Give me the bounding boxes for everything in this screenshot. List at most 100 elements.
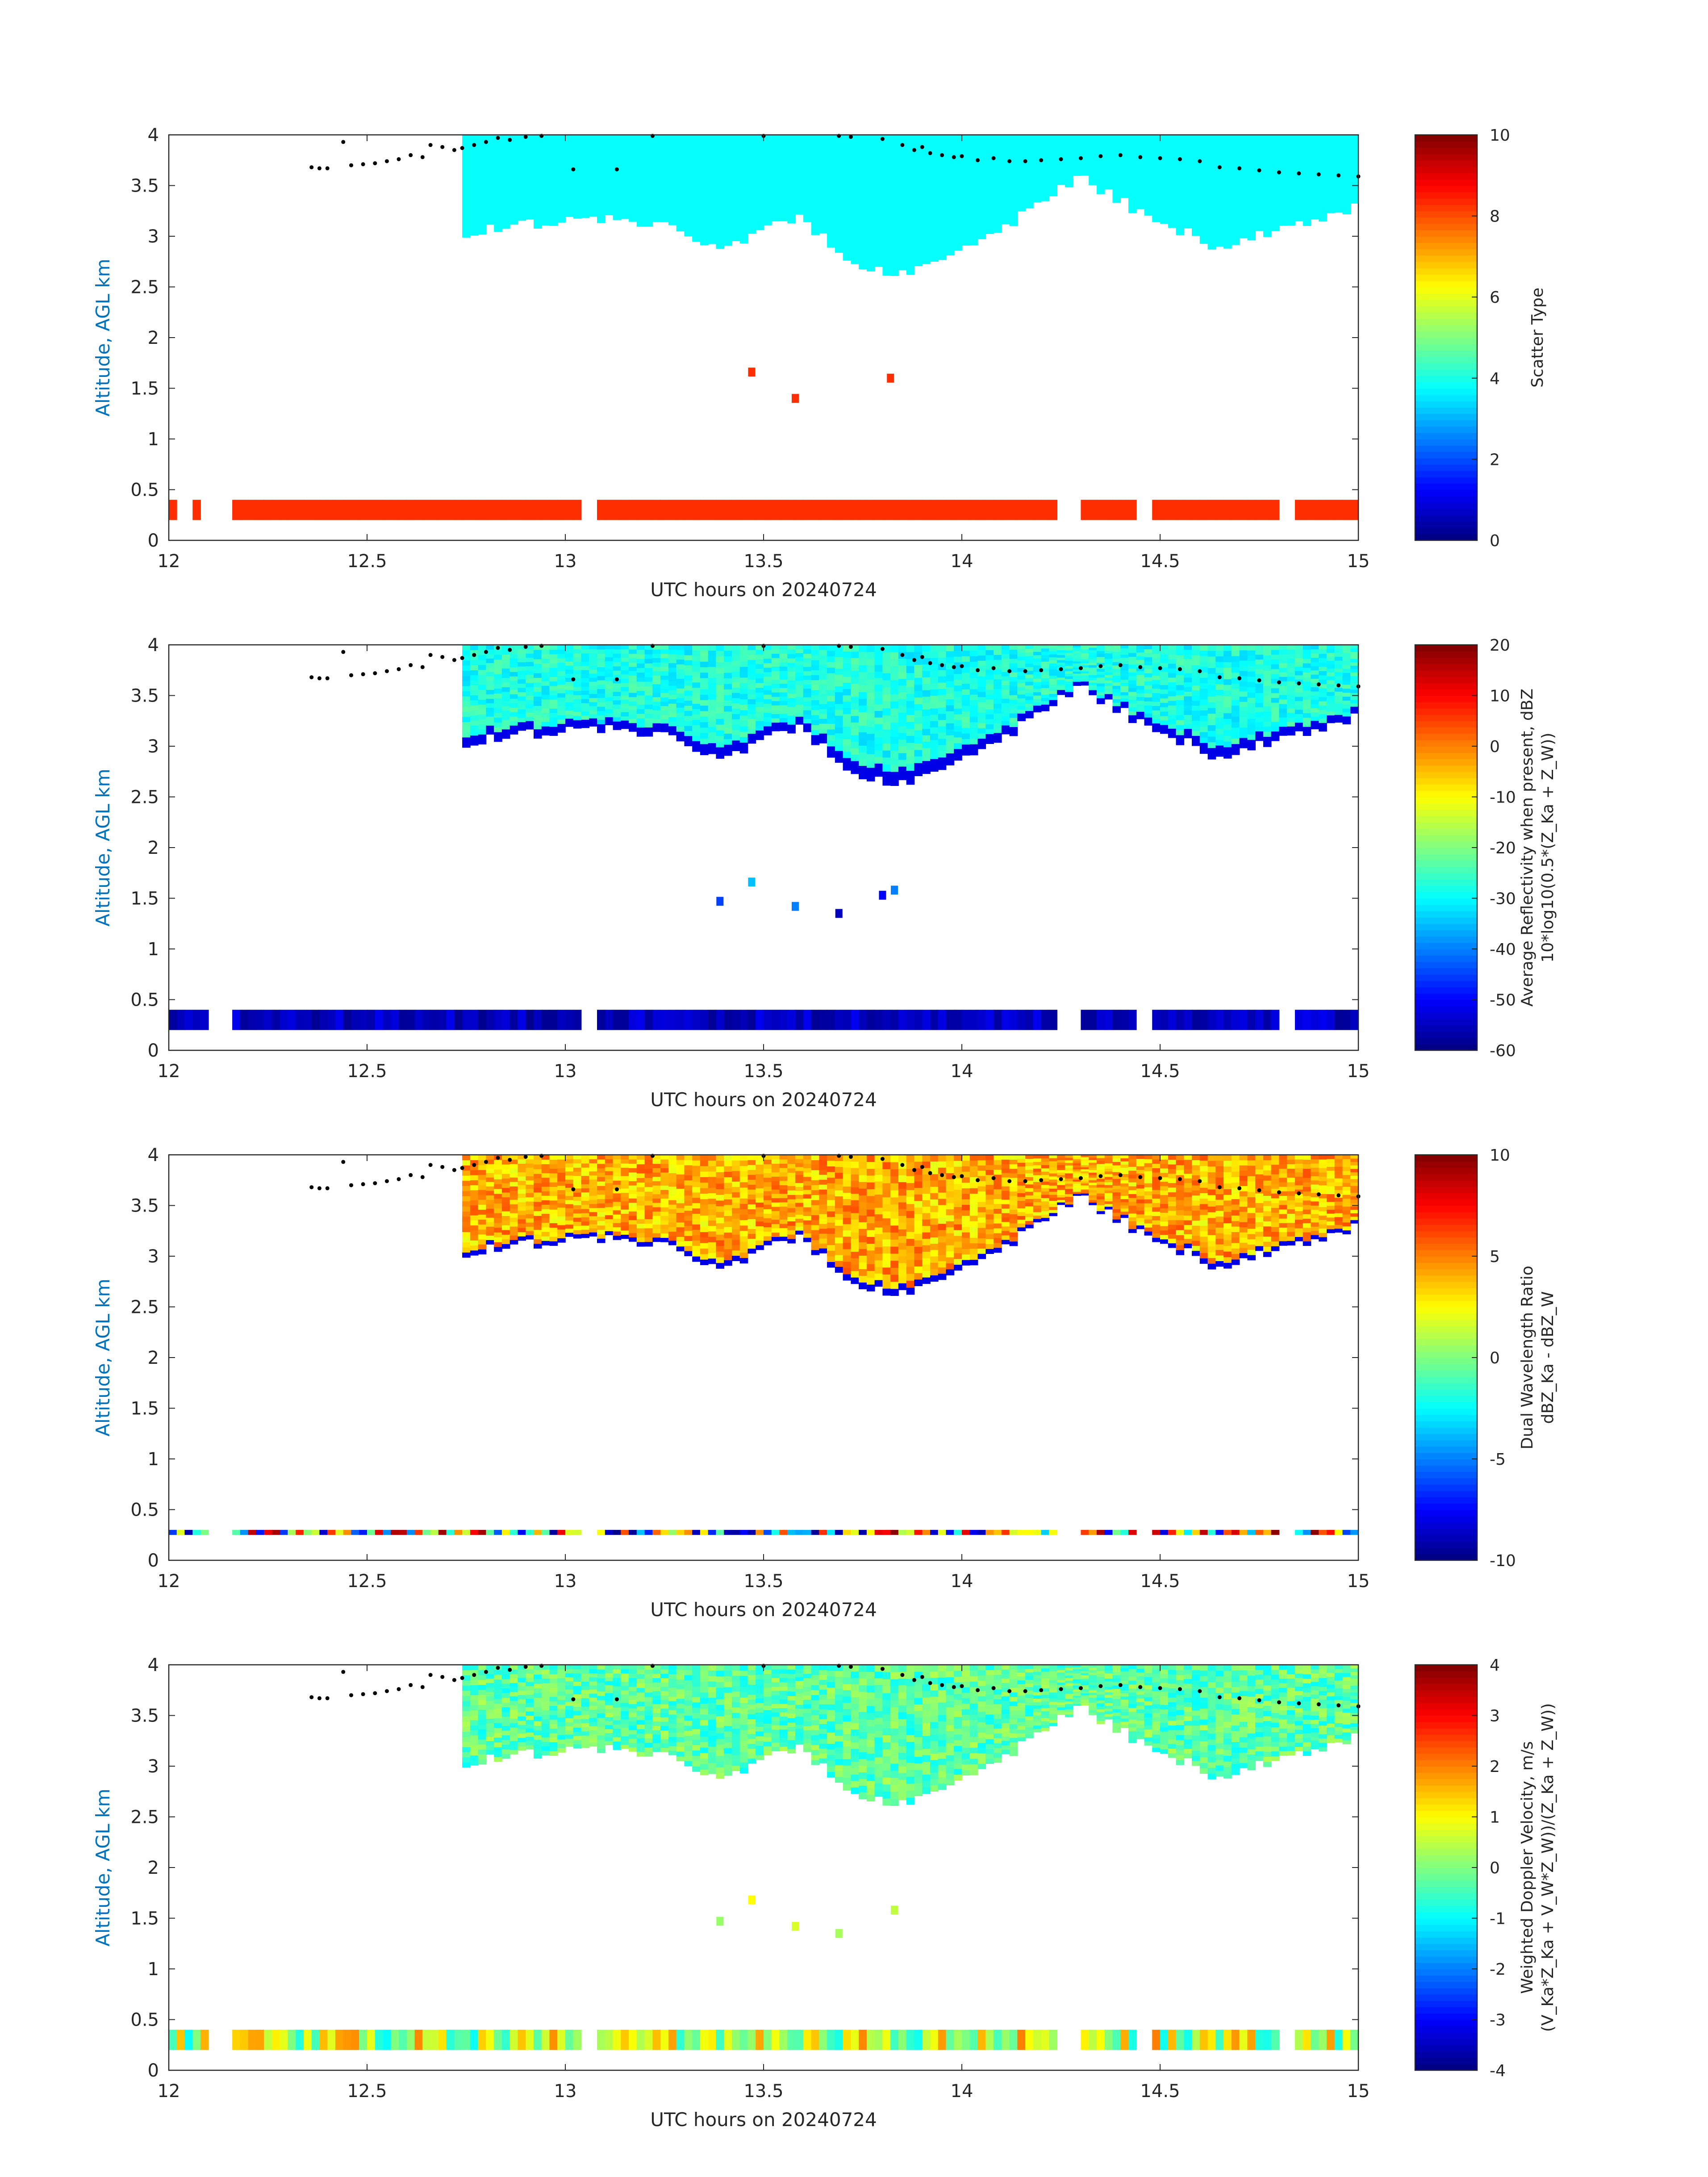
cloud-cell xyxy=(1096,645,1105,648)
cloud-cell xyxy=(1247,666,1256,672)
cloud-cell xyxy=(1168,733,1177,738)
cloud-cell xyxy=(573,653,582,658)
cloud-cell xyxy=(589,184,597,188)
cloud-cell xyxy=(708,721,717,727)
cloud-cell xyxy=(486,649,494,654)
cloud-cell xyxy=(1176,650,1185,656)
cloud-cell xyxy=(890,191,899,199)
cloud-cell xyxy=(1215,751,1224,757)
cloud-cell xyxy=(1255,735,1264,741)
cloud-cell xyxy=(803,662,812,667)
cloud-cell xyxy=(509,197,518,202)
cloud-cell xyxy=(597,693,606,698)
cloud-cell xyxy=(914,723,923,731)
cloud-cell xyxy=(1342,170,1351,175)
cloud-cell xyxy=(890,233,899,241)
cloud-cell xyxy=(827,230,835,237)
cloud-cell xyxy=(1096,164,1105,168)
cloud-cell xyxy=(1033,155,1042,159)
cloud-cell xyxy=(1215,207,1224,213)
cloud-cell xyxy=(565,163,574,168)
cloud-cell xyxy=(549,162,558,167)
cloud-cell xyxy=(977,202,986,208)
cloud-cell xyxy=(700,146,709,152)
cloud-cell xyxy=(1152,693,1161,698)
cloud-cell xyxy=(1057,689,1065,693)
cloud-cell xyxy=(787,698,796,703)
cloud-cell xyxy=(994,727,1002,733)
cloud-cell xyxy=(1311,185,1319,190)
cloud-cell xyxy=(1081,145,1089,147)
cloud-cell xyxy=(1089,167,1097,171)
cloud-cell xyxy=(1120,670,1129,674)
cloud-cell xyxy=(1176,200,1185,205)
cloud-cell xyxy=(581,715,590,720)
cloud-cell xyxy=(962,173,970,180)
cloud-cell xyxy=(1160,724,1169,730)
cloud-cell xyxy=(906,694,915,701)
cloud-cell xyxy=(859,142,867,149)
cloud-cell xyxy=(843,147,852,154)
cloud-cell xyxy=(486,712,494,717)
cloud-cell xyxy=(922,205,931,213)
cloud-cell xyxy=(478,689,487,695)
cloud-cell xyxy=(787,183,796,188)
cloud-cell xyxy=(549,667,558,673)
surface-cell xyxy=(1295,1010,1303,1030)
surface-cell xyxy=(1311,500,1319,520)
cloud-cell xyxy=(986,219,994,224)
cloud-cell xyxy=(1303,731,1311,736)
cloud-cell xyxy=(1350,175,1359,180)
cloud-cell xyxy=(1342,150,1351,155)
cloud-cell xyxy=(898,692,907,699)
cloud-cell xyxy=(501,200,510,205)
cloud-cell xyxy=(1144,147,1153,151)
cloud-cell xyxy=(906,645,915,652)
cloud-cell xyxy=(692,645,701,651)
cloud-cell xyxy=(859,765,867,773)
cloud-cell xyxy=(1025,645,1034,649)
cloud-cell xyxy=(1112,192,1121,196)
cloud-cell xyxy=(1017,717,1026,721)
cloud-cell xyxy=(724,689,732,695)
cloud-cell xyxy=(994,217,1002,223)
cloud-cell xyxy=(1255,163,1264,169)
cloud-cell xyxy=(1049,165,1057,169)
cloud-cell xyxy=(771,152,780,157)
cloud-cell xyxy=(541,667,550,673)
cloud-cell xyxy=(1199,721,1208,727)
cloud-cell xyxy=(1152,178,1161,183)
cloud-cell xyxy=(1160,676,1169,681)
cloud-cell xyxy=(462,685,471,692)
cloud-cell xyxy=(1136,197,1145,202)
cloud-cell xyxy=(922,677,931,684)
cloud-cell xyxy=(1025,204,1034,209)
cloud-cell xyxy=(795,135,804,139)
cloud-cell xyxy=(1160,649,1169,654)
cloud-cell xyxy=(724,212,732,218)
cloud-cell xyxy=(462,727,471,732)
cloud-cell xyxy=(851,664,859,671)
cloud-cell xyxy=(1128,703,1137,708)
cloud-cell xyxy=(803,169,812,175)
cloud-cell xyxy=(938,744,947,752)
cloud-cell xyxy=(1033,145,1042,149)
cloud-cell xyxy=(811,669,820,675)
cloud-cell xyxy=(1271,731,1280,736)
cloud-cell xyxy=(1144,645,1153,649)
cloud-cell xyxy=(811,725,820,730)
cloud-cell xyxy=(1033,148,1042,152)
cloud-cell xyxy=(835,750,844,757)
colorbar-swatch xyxy=(1415,388,1477,395)
cloud-cell xyxy=(874,174,883,181)
cloud-cell xyxy=(1350,672,1359,676)
cloud-cell xyxy=(1096,179,1105,183)
cloud-cell xyxy=(819,159,827,165)
cloud-cell xyxy=(1215,135,1224,141)
cloud-cell xyxy=(636,663,645,668)
cloud-cell xyxy=(1144,657,1153,661)
cloud-cell xyxy=(803,139,812,144)
cloud-cell xyxy=(589,694,597,698)
cloud-cell xyxy=(1224,174,1232,181)
cloud-cell xyxy=(1128,154,1137,159)
